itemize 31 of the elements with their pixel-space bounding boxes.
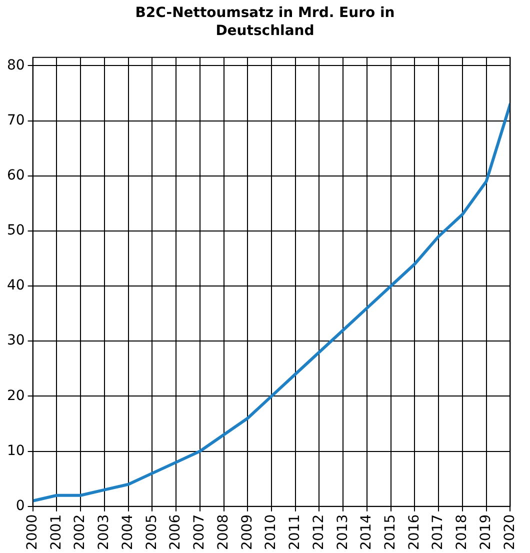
x-tick-label: 2013 <box>334 514 351 550</box>
y-tick-label: 20 <box>6 388 25 404</box>
x-tick-label: 2005 <box>144 514 160 550</box>
x-tick-label: 2016 <box>406 514 422 550</box>
x-tick-label: 2002 <box>72 514 88 550</box>
x-tick-label: 2000 <box>24 514 40 550</box>
x-tick-label: 2012 <box>310 514 327 550</box>
y-tick-label: 50 <box>6 222 25 239</box>
x-tick-label: 2020 <box>502 514 518 550</box>
x-tick-label: 2008 <box>215 514 232 550</box>
x-tick-label: 2001 <box>48 514 64 550</box>
y-tick-label: 10 <box>6 442 25 459</box>
x-tick-label: 2004 <box>120 514 136 550</box>
chart-title: B2C-Nettoumsatz in Mrd. Euro in Deutschland <box>134 4 396 41</box>
x-tick-label: 2011 <box>287 514 304 550</box>
x-tick-label: 2007 <box>192 514 208 550</box>
x-tick-label: 2018 <box>454 514 470 550</box>
x-tick-label: 2014 <box>358 514 375 550</box>
x-tick-label: 2003 <box>96 514 112 550</box>
x-tick-label: 2009 <box>239 514 256 550</box>
y-tick-label: 30 <box>6 332 25 349</box>
y-tick-label: 0 <box>16 498 25 514</box>
y-tick-label: 40 <box>6 278 25 294</box>
y-tick-label: 70 <box>6 112 25 128</box>
x-tick-label: 2015 <box>382 514 398 550</box>
x-tick-label: 2019 <box>478 514 494 550</box>
y-tick-label: 80 <box>6 57 25 74</box>
x-tick-label: 2017 <box>430 514 446 550</box>
x-tick-label: 2010 <box>263 514 280 550</box>
x-tick-label: 2006 <box>168 514 184 550</box>
y-tick-label: 60 <box>6 167 25 184</box>
